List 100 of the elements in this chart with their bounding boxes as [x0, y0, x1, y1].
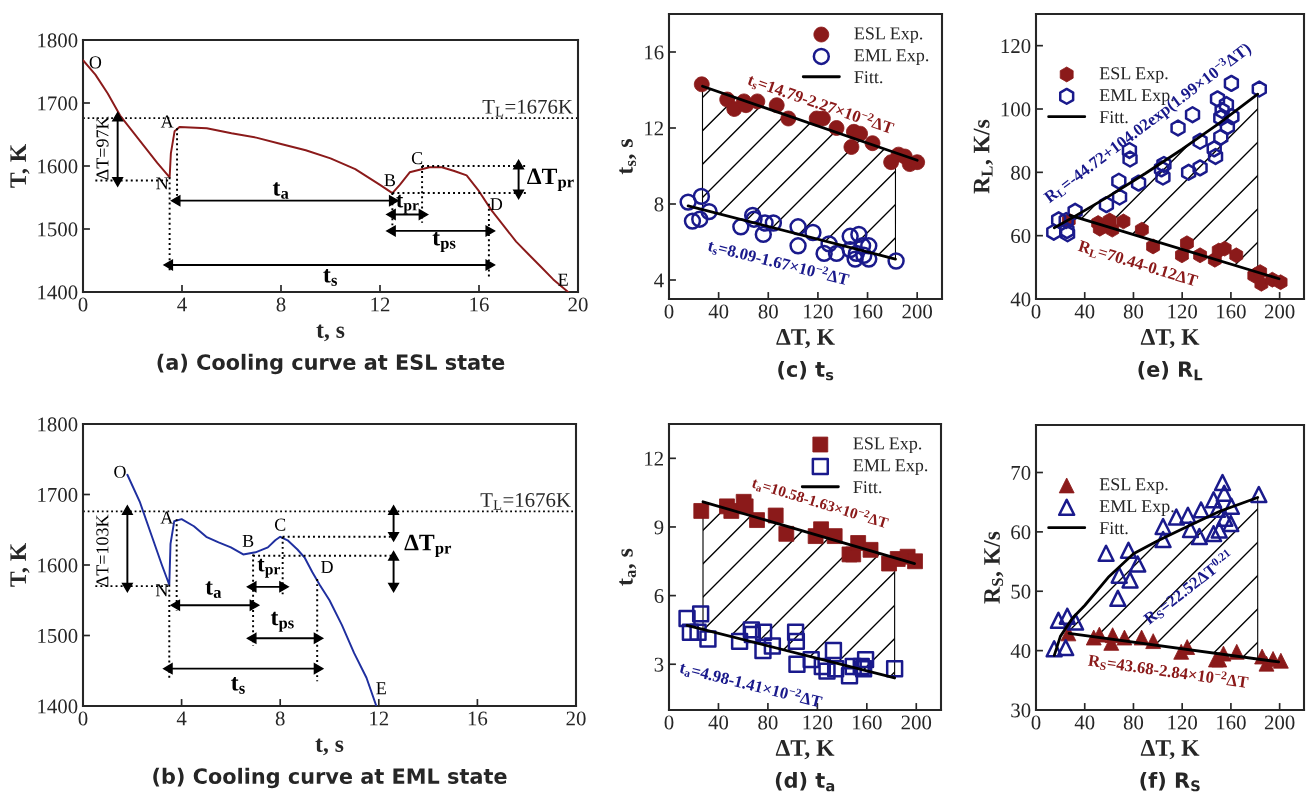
y-tick-label: 1400 — [38, 699, 78, 714]
annotation: B — [384, 174, 396, 187]
legend-label: ESL Exp. — [1099, 478, 1168, 495]
x-tick-label: 80 — [1123, 715, 1144, 730]
x-tick-label: 0 — [78, 711, 88, 726]
annotation: E — [558, 273, 568, 286]
x-tick-label: 120 — [1168, 715, 1198, 730]
x-tick-label: 200 — [901, 715, 932, 730]
x-tick-label: 20 — [566, 711, 586, 726]
x-axis-title: ΔT, K — [775, 740, 835, 760]
annotation: A — [160, 115, 174, 128]
y-tick-label: 100 — [1001, 102, 1031, 117]
x-tick-label: 200 — [1264, 304, 1295, 319]
y-tick-label: 1700 — [38, 487, 78, 502]
x-tick-label: 8 — [276, 297, 286, 312]
annotation: t$_{pr}$ — [257, 558, 281, 578]
x-axis-title: ΔT, K — [1140, 329, 1200, 349]
x-tick-label: 160 — [1217, 304, 1246, 319]
annotation: E — [376, 682, 386, 695]
y-tick-label: 12 — [645, 121, 663, 136]
y-tick-label: 1700 — [38, 96, 78, 111]
annotation: B — [242, 534, 254, 547]
annotation: ΔT$_{pr}$ — [404, 534, 452, 557]
y-tick-label: 6 — [654, 589, 664, 604]
y-tick-label: 9 — [654, 520, 664, 535]
annotation: N — [156, 177, 169, 190]
annotation: N — [155, 584, 168, 597]
x-axis-title: t, s — [316, 324, 345, 342]
legend-label: EML Exp. — [1099, 500, 1174, 516]
y-axis-title: T, K — [10, 543, 30, 587]
annotation: t$_{ps}$ — [432, 232, 456, 253]
x-tick-label: 160 — [853, 715, 882, 730]
x-tick-label: 0 — [664, 304, 674, 319]
text: (e) R$_{L}$ — [1138, 360, 1203, 381]
x-tick-label: 120 — [804, 304, 833, 319]
x-tick-label: 80 — [758, 304, 778, 319]
y-tick-label: 12 — [645, 451, 663, 466]
text: (f) R$_{S}$ — [1140, 771, 1200, 792]
text: (d) t$_{a}$ — [775, 771, 835, 792]
annotation: t$_{s}$ — [231, 677, 245, 694]
annotation: A — [160, 511, 174, 524]
annotation: R$_{S}$=43.68-2.84×10$^{−2}$ΔT — [1087, 652, 1249, 691]
annotation: ΔT$_{pr}$ — [527, 168, 574, 191]
annotation: C — [411, 152, 423, 165]
x-tick-label: 16 — [468, 711, 488, 726]
x-tick-label: 0 — [1031, 715, 1041, 730]
legend-label: ESL Exp. — [854, 27, 923, 44]
y-tick-label: 60 — [1011, 525, 1031, 540]
ref-line-label: T$_{L}$=1676K — [482, 99, 573, 117]
y-tick-label: 1500 — [38, 628, 78, 643]
x-tick-label: 160 — [1217, 715, 1246, 730]
y-axis-title: R$_{S}$, K/s — [984, 531, 1004, 604]
x-axis-title: t, s — [315, 738, 344, 756]
y-axis-title: T, K — [10, 144, 30, 188]
annotation: t$_{a}$ — [272, 182, 289, 199]
y-tick-label: 4 — [654, 273, 664, 288]
annotation: O — [89, 56, 102, 69]
x-tick-label: 200 — [1264, 715, 1295, 730]
y-tick-label: 120 — [1001, 39, 1031, 54]
y-axis-title: t$_{s}$, s — [619, 139, 637, 175]
text: (b) Cooling curve at EML state — [153, 767, 507, 789]
legend-label: EML Exp. — [853, 459, 928, 476]
annotation: t$_{s}$ — [323, 269, 338, 286]
y-axis-title: R$_{L}$, K/s — [973, 119, 993, 194]
y-tick-label: 1800 — [38, 417, 78, 432]
y-axis-title: t$_{a}$, s — [619, 548, 637, 586]
annotation: t$_{a}$=4.98-1.41×10$^{−2}$ΔT — [678, 659, 824, 710]
y-tick-label: 60 — [1011, 229, 1031, 244]
y-tick-label: 1500 — [38, 222, 78, 237]
annotation: D — [490, 198, 503, 211]
x-tick-label: 40 — [708, 715, 729, 730]
legend-label: ESL Exp. — [853, 437, 922, 454]
x-tick-label: 120 — [1168, 304, 1198, 319]
annotation: ΔT=103K — [96, 514, 109, 587]
y-tick-label: 30 — [1011, 703, 1031, 718]
y-tick-label: 80 — [1011, 165, 1031, 180]
x-tick-label: 0 — [78, 297, 88, 312]
y-tick-label: 40 — [1010, 644, 1031, 659]
x-tick-label: 200 — [902, 304, 933, 319]
x-tick-label: 120 — [803, 715, 833, 730]
x-tick-label: 40 — [1074, 304, 1095, 319]
x-tick-label: 0 — [664, 715, 674, 730]
x-tick-label: 8 — [275, 711, 285, 726]
annotation: t$_{s}$=8.09-1.67×10$^{−2}$ΔT — [706, 237, 851, 288]
legend-label: Fitt. — [1099, 522, 1128, 535]
annotation: ΔT=97K — [96, 116, 109, 180]
y-tick-label: 1800 — [38, 33, 78, 48]
x-tick-label: 160 — [853, 304, 883, 319]
x-tick-label: 0 — [1031, 304, 1041, 319]
x-axis-title: ΔT, K — [1140, 740, 1200, 760]
text: (a) Cooling curve at ESL state — [157, 353, 505, 375]
x-tick-label: 80 — [1123, 304, 1144, 319]
x-tick-label: 20 — [568, 297, 588, 312]
y-tick-label: 1600 — [38, 558, 78, 573]
y-tick-label: 16 — [645, 45, 664, 60]
annotation: O — [114, 465, 126, 478]
annotation: R$_{S}$=22.52ΔT$^{0.21}$ — [1141, 548, 1236, 627]
y-tick-label: 1600 — [38, 159, 78, 174]
x-tick-label: 12 — [371, 297, 390, 312]
y-tick-label: 3 — [654, 657, 664, 672]
